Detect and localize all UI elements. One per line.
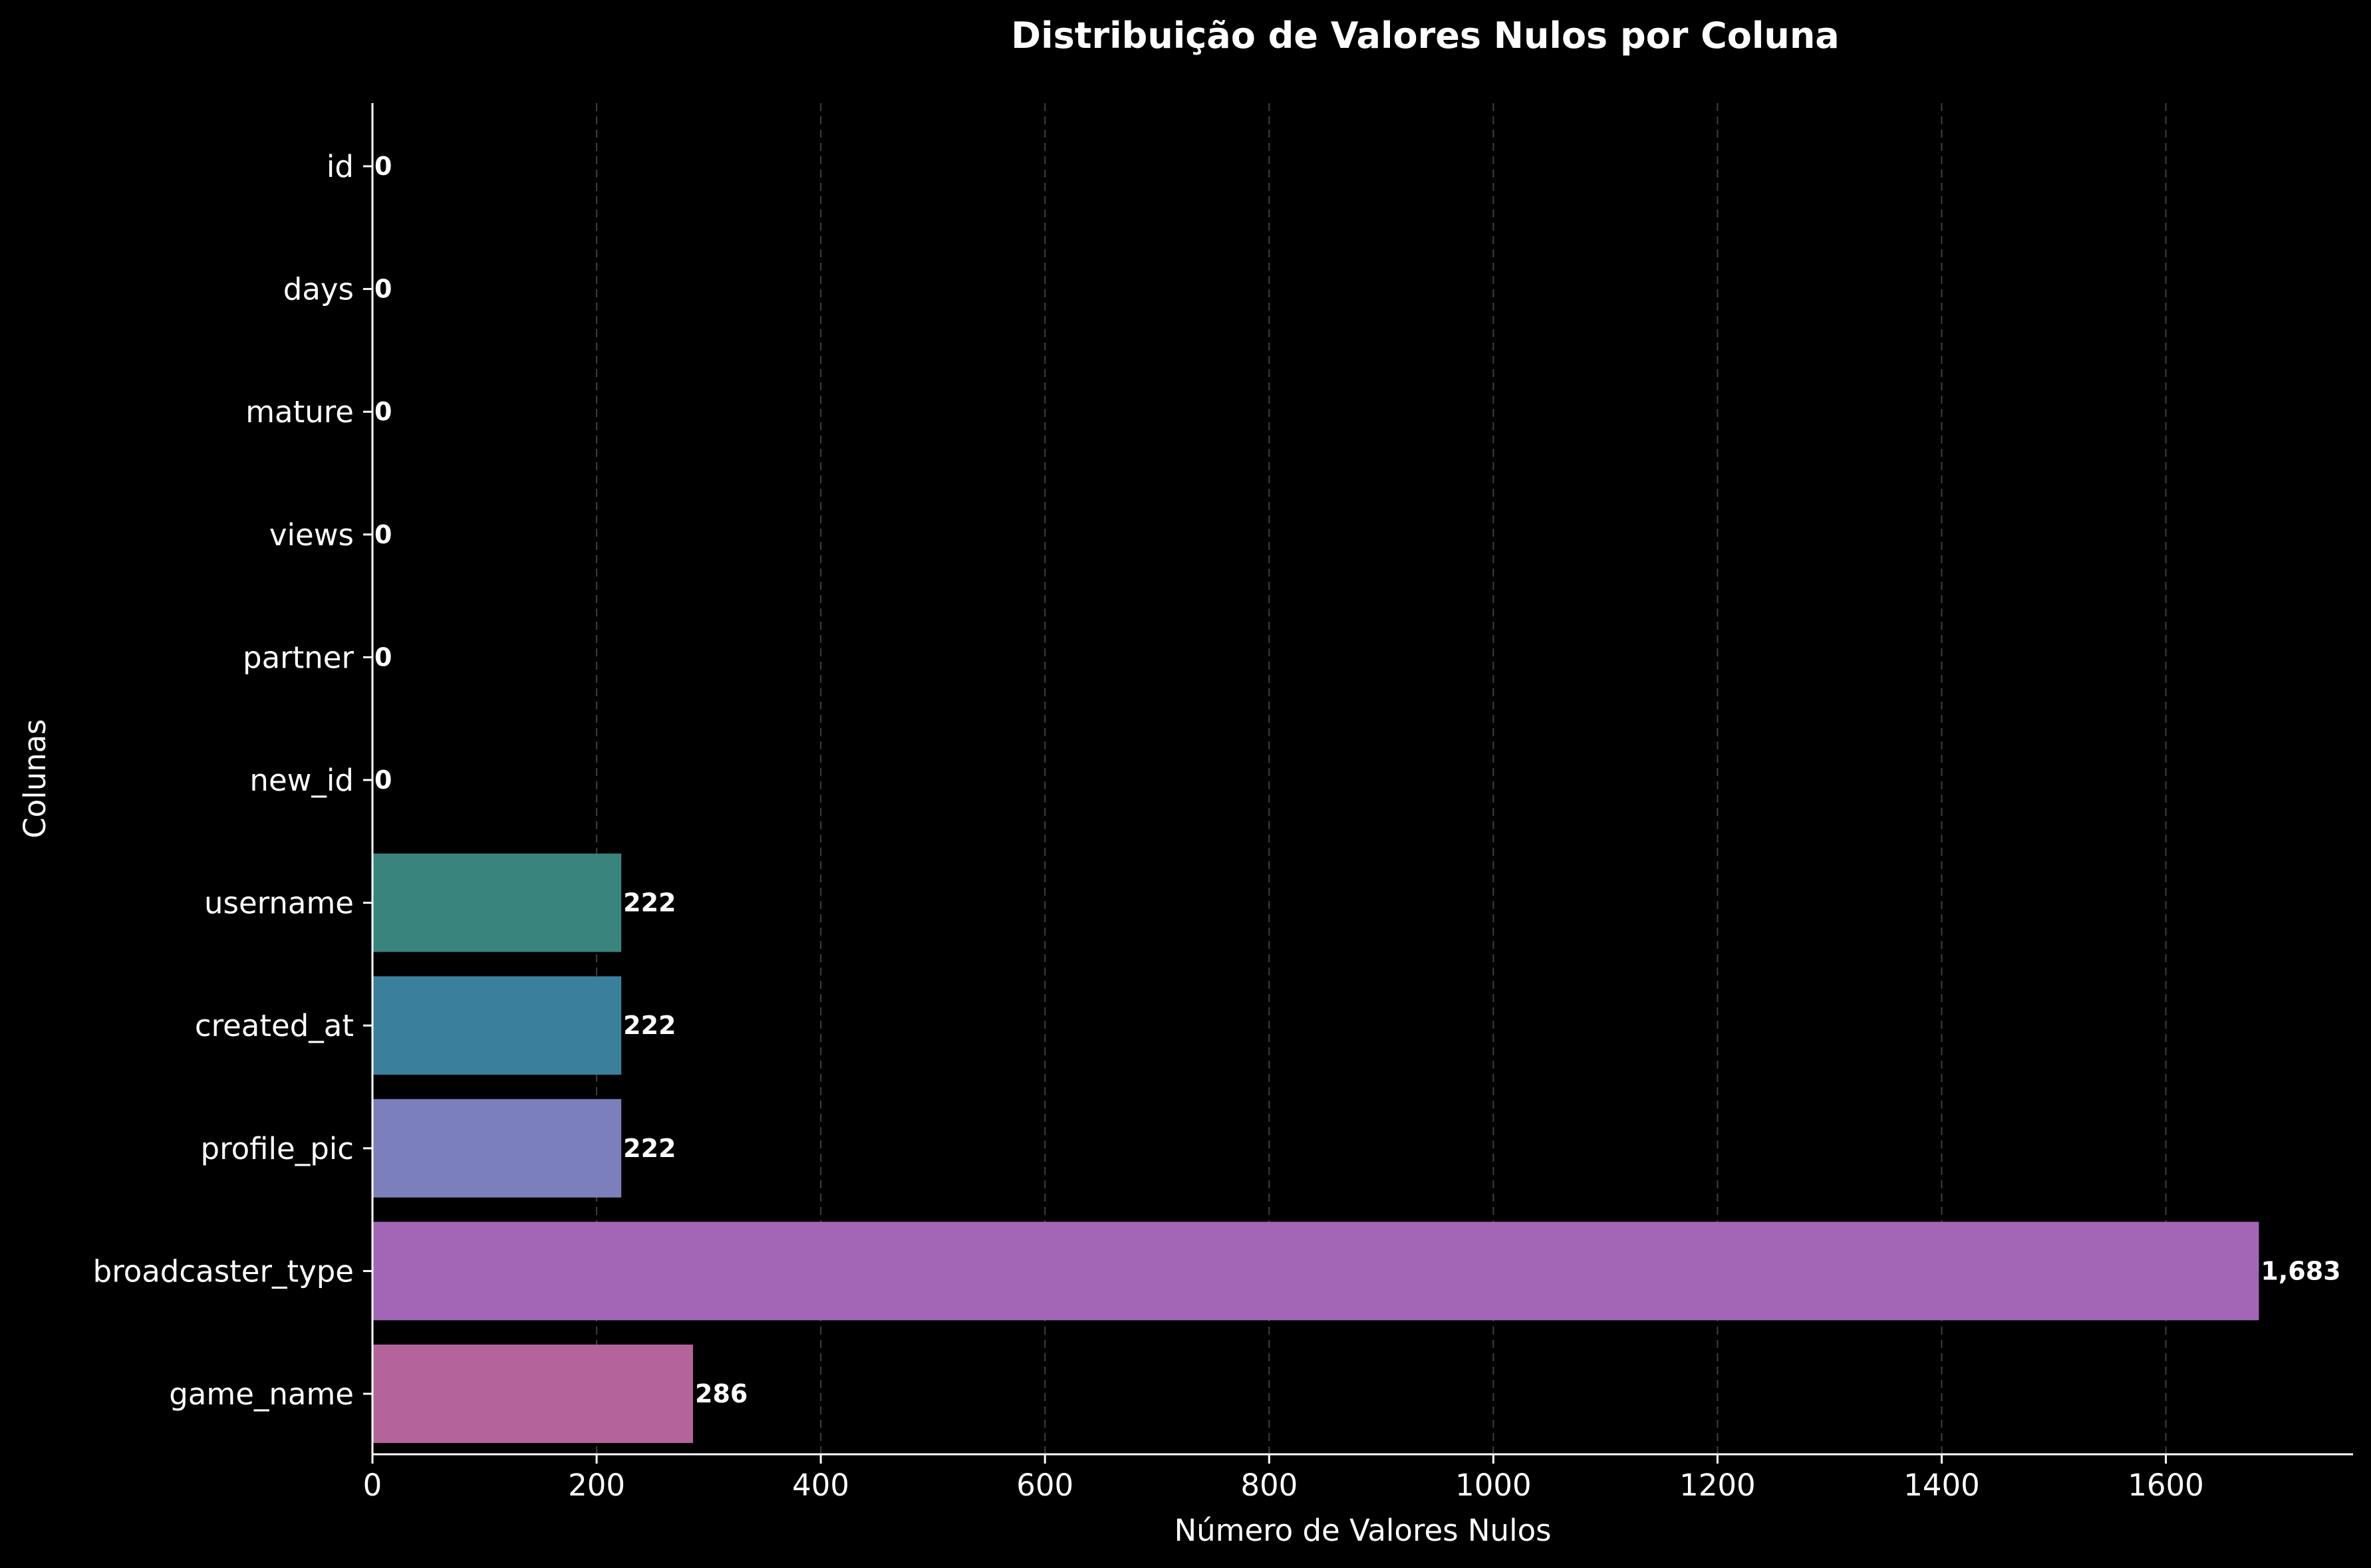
bar-username xyxy=(372,853,622,952)
y-tick-label-broadcaster_type: broadcaster_type xyxy=(93,1253,354,1289)
data-label-days: 0 xyxy=(374,275,392,304)
data-label-id: 0 xyxy=(374,152,392,181)
bars xyxy=(372,853,2259,1443)
y-axis-label: Colunas xyxy=(17,719,53,839)
y-tick-label-new_id: new_id xyxy=(249,763,354,798)
data-label-profile_pic: 222 xyxy=(623,1134,676,1163)
data-label-new_id: 0 xyxy=(374,765,392,795)
y-tick-label-game_name: game_name xyxy=(169,1376,354,1412)
x-tick-label-600: 600 xyxy=(1016,1468,1073,1503)
y-tick-label-days: days xyxy=(283,272,354,307)
y-tick-label-partner: partner xyxy=(243,640,354,675)
data-label-username: 222 xyxy=(623,888,676,918)
y-tick-label-created_at: created_at xyxy=(195,1008,354,1043)
data-label-game_name: 286 xyxy=(695,1379,748,1408)
chart-title: Distribuição de Valores Nulos por Coluna xyxy=(1011,15,1839,57)
y-ticks: id days mature views partner new_id username cr… xyxy=(93,149,372,1412)
y-tick-label-mature: mature xyxy=(245,394,354,430)
y-tick-label-id: id xyxy=(327,149,354,184)
x-tick-label-800: 800 xyxy=(1240,1468,1298,1503)
data-label-broadcaster_type: 1,683 xyxy=(2261,1256,2340,1285)
y-tick-label-views: views xyxy=(269,517,354,553)
data-label-views: 0 xyxy=(374,520,392,549)
x-tick-label-0: 0 xyxy=(363,1468,382,1503)
x-axis-label: Número de Valores Nulos xyxy=(1174,1513,1551,1548)
data-label-created_at: 222 xyxy=(623,1011,676,1040)
x-ticks: 0 200 400 600 800 1000 1200 1400 1600 xyxy=(363,1454,2204,1503)
bar-broadcaster_type xyxy=(372,1222,2259,1321)
x-tick-label-1200: 1200 xyxy=(1679,1468,1756,1503)
x-tick-label-1000: 1000 xyxy=(1455,1468,1532,1503)
data-label-partner: 0 xyxy=(374,642,392,672)
data-labels: 0 0 0 0 0 0 222 222 222 1,683 286 xyxy=(374,152,2341,1408)
x-tick-label-1600: 1600 xyxy=(2128,1468,2204,1503)
bar-profile_pic xyxy=(372,1099,622,1198)
bar-created_at xyxy=(372,976,622,1075)
x-tick-label-1400: 1400 xyxy=(1903,1468,1980,1503)
bar-game_name xyxy=(372,1345,694,1443)
x-tick-label-200: 200 xyxy=(568,1468,625,1503)
y-tick-label-username: username xyxy=(204,886,354,921)
x-tick-label-400: 400 xyxy=(792,1468,849,1503)
y-tick-label-profile_pic: profile_pic xyxy=(201,1131,354,1166)
data-label-mature: 0 xyxy=(374,397,392,426)
